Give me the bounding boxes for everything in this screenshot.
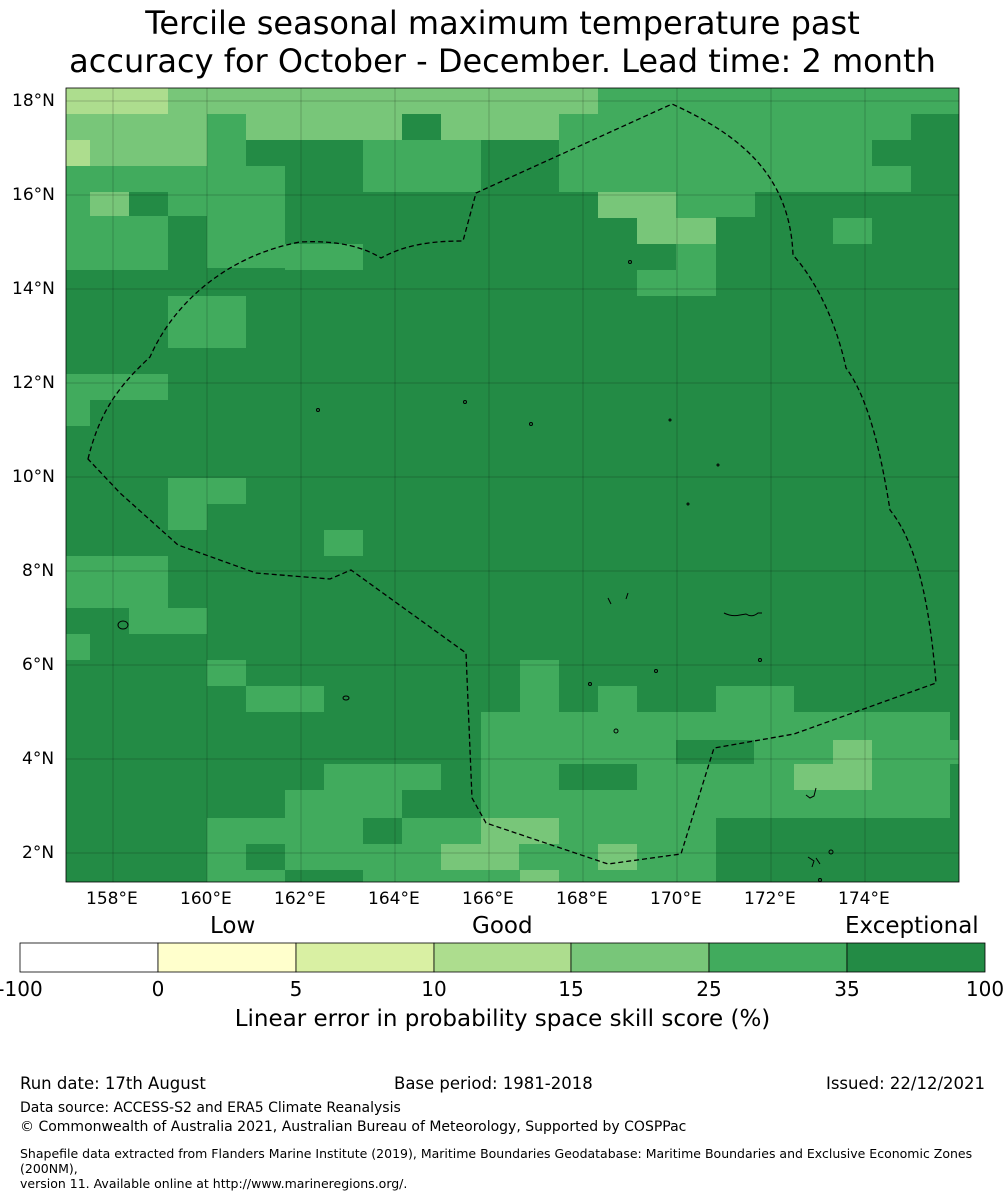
cb-tick-label: -100 bbox=[0, 977, 43, 1001]
lon-label: 174°E bbox=[838, 889, 890, 909]
cb-tick-label: 0 bbox=[151, 977, 165, 1001]
cb-tick-label: 25 bbox=[696, 977, 722, 1001]
skill-patches-10-15 bbox=[66, 88, 168, 166]
lon-label: 170°E bbox=[650, 889, 702, 909]
lon-label: 162°E bbox=[274, 889, 326, 909]
cb-seg-0-5 bbox=[157, 942, 297, 973]
shapefile-credit: Shapefile data extracted from Flanders M… bbox=[20, 1146, 1000, 1191]
lat-label: 14°N bbox=[12, 279, 55, 299]
cb-seg-15-25 bbox=[570, 942, 710, 973]
skill-patches-35-100 bbox=[66, 114, 959, 882]
cb-seg-35-100 bbox=[846, 942, 986, 973]
lon-label: 160°E bbox=[180, 889, 232, 909]
base-period: Base period: 1981-2018 bbox=[394, 1074, 593, 1093]
lon-label: 158°E bbox=[86, 889, 138, 909]
cb-seg-neg bbox=[19, 942, 159, 973]
shapefile-line-2: version 11. Available online at http://w… bbox=[20, 1176, 408, 1191]
map-title: Tercile seasonal maximum temperature pas… bbox=[0, 4, 1005, 80]
data-source: Data source: ACCESS-S2 and ERA5 Climate … bbox=[20, 1100, 401, 1116]
cb-tick-label: 5 bbox=[289, 977, 303, 1001]
lon-label: 164°E bbox=[368, 889, 420, 909]
lon-label: 166°E bbox=[462, 889, 514, 909]
lat-label: 8°N bbox=[22, 561, 55, 581]
lat-label: 12°N bbox=[12, 373, 55, 393]
cb-category-exceptional: Exceptional bbox=[845, 913, 979, 939]
lat-label: 2°N bbox=[22, 843, 55, 863]
run-date: Run date: 17th August bbox=[20, 1074, 206, 1093]
cb-category-good: Good bbox=[472, 913, 533, 939]
cb-seg-5-10 bbox=[295, 942, 435, 973]
lat-label: 6°N bbox=[22, 655, 55, 675]
colorbar bbox=[19, 942, 986, 973]
island-outlines bbox=[117, 260, 834, 882]
cb-seg-10-15 bbox=[433, 942, 572, 973]
lon-label: 172°E bbox=[744, 889, 796, 909]
eez-boundary bbox=[87, 103, 937, 865]
cb-tick-label: 35 bbox=[834, 977, 860, 1001]
cb-seg-25-35 bbox=[708, 942, 848, 973]
lon-label: 168°E bbox=[556, 889, 608, 909]
cb-tick-label: 100 bbox=[965, 977, 1005, 1001]
copyright: © Commonwealth of Australia 2021, Austra… bbox=[20, 1119, 687, 1135]
title-line-1: Tercile seasonal maximum temperature pas… bbox=[145, 4, 860, 42]
lat-label: 16°N bbox=[12, 185, 55, 205]
cb-category-low: Low bbox=[210, 913, 256, 939]
cb-tick-label: 10 bbox=[421, 977, 447, 1001]
map-gridlines bbox=[66, 88, 959, 882]
map-border bbox=[65, 87, 960, 883]
issued-date: Issued: 22/12/2021 bbox=[825, 1074, 985, 1093]
title-line-2: accuracy for October - December. Lead ti… bbox=[69, 42, 936, 80]
shapefile-line-1: Shapefile data extracted from Flanders M… bbox=[20, 1146, 973, 1176]
lat-label: 10°N bbox=[12, 467, 55, 487]
lat-label: 18°N bbox=[12, 91, 55, 111]
lat-label: 4°N bbox=[22, 749, 55, 769]
colorbar-title: Linear error in probability space skill … bbox=[234, 1006, 771, 1032]
cb-tick-label: 15 bbox=[558, 977, 584, 1001]
